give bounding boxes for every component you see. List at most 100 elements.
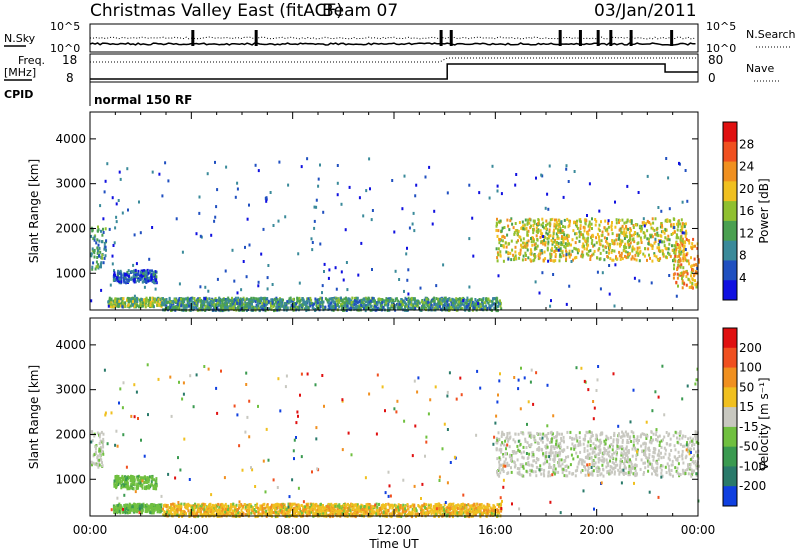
data-cell <box>527 256 530 260</box>
data-cell <box>696 246 699 250</box>
data-cell <box>649 256 651 260</box>
data-cell <box>661 225 664 229</box>
data-cell <box>348 297 351 301</box>
data-cell <box>546 232 549 236</box>
data-cell <box>100 430 103 434</box>
data-cell <box>142 272 145 276</box>
scatter-cell <box>106 162 109 166</box>
scatter-cell <box>108 227 111 231</box>
scatter-cell <box>262 227 265 231</box>
data-cell <box>335 299 338 303</box>
data-cell <box>594 218 597 221</box>
data-cell <box>96 246 99 250</box>
data-cell <box>215 303 217 307</box>
data-cell <box>127 269 130 273</box>
scatter-cell <box>143 285 146 289</box>
data-cell <box>94 447 97 451</box>
data-cell <box>237 306 239 310</box>
data-cell <box>514 229 517 232</box>
data-cell <box>138 502 141 506</box>
data-cell <box>690 265 693 269</box>
data-cell <box>145 271 148 275</box>
data-cell <box>121 479 124 483</box>
data-cell <box>95 260 98 264</box>
data-cell <box>388 300 390 303</box>
data-cell <box>345 296 347 300</box>
data-cell <box>101 233 104 237</box>
data-cell <box>303 307 306 311</box>
data-cell <box>347 297 350 301</box>
data-cell <box>443 503 446 507</box>
data-cell <box>148 279 151 283</box>
data-cell <box>190 298 193 302</box>
scatter-cell <box>90 299 93 303</box>
data-cell <box>364 304 367 308</box>
data-cell <box>200 513 203 517</box>
data-cell <box>561 251 564 255</box>
noise-tick-top-left: 10^5 <box>50 20 80 33</box>
data-cell <box>681 222 684 226</box>
data-cell <box>564 246 567 250</box>
scatter-cell <box>540 173 543 177</box>
data-cell <box>606 255 609 258</box>
scatter-cell <box>158 172 161 176</box>
data-cell <box>410 307 413 311</box>
data-cell <box>335 502 338 506</box>
colorbar-segment <box>723 201 737 222</box>
data-cell <box>582 253 585 257</box>
data-cell <box>150 278 153 282</box>
data-cell <box>520 238 522 242</box>
data-cell <box>129 304 132 308</box>
data-cell <box>98 247 101 250</box>
data-cell <box>162 513 165 517</box>
scatter-cell <box>206 300 209 304</box>
scatter-cell <box>613 304 616 308</box>
scatter-cell <box>95 241 98 245</box>
data-cell <box>503 226 506 229</box>
data-cell <box>120 483 123 487</box>
data-cell <box>155 484 158 488</box>
data-cell <box>693 257 696 261</box>
scatter-cell <box>257 284 260 288</box>
data-cell <box>141 274 144 278</box>
data-cell <box>405 298 408 301</box>
data-cell <box>191 302 194 306</box>
data-cell <box>148 475 151 479</box>
data-cell <box>675 236 678 240</box>
data-cell <box>153 487 156 491</box>
data-cell <box>373 302 376 306</box>
data-cell <box>668 252 671 256</box>
data-cell <box>649 233 652 237</box>
data-cell <box>299 303 302 307</box>
data-cell <box>489 307 491 311</box>
scatter-cell <box>419 286 422 290</box>
data-cell <box>628 243 631 247</box>
data-cell <box>582 242 585 246</box>
data-cell <box>652 221 655 225</box>
data-cell <box>517 229 520 233</box>
data-cell <box>182 297 185 301</box>
data-cell <box>346 302 349 306</box>
scatter-cell <box>599 287 602 291</box>
data-cell <box>116 301 119 305</box>
data-cell <box>126 485 129 489</box>
data-cell <box>210 300 212 303</box>
data-cell <box>525 254 527 257</box>
data-cell <box>239 297 242 301</box>
data-cell <box>98 254 100 258</box>
data-cell <box>102 227 104 231</box>
data-cell <box>625 234 628 238</box>
data-cell <box>151 301 154 305</box>
data-cell <box>560 255 563 259</box>
data-cell <box>275 300 277 304</box>
data-cell <box>541 234 543 238</box>
data-cell <box>474 303 477 306</box>
data-cell <box>477 305 480 309</box>
data-cell <box>152 279 155 283</box>
data-cell <box>559 249 562 253</box>
data-cell <box>568 255 571 259</box>
data-cell <box>448 303 450 307</box>
data-cell <box>636 246 639 250</box>
data-cell <box>524 258 527 261</box>
data-cell <box>126 476 129 480</box>
